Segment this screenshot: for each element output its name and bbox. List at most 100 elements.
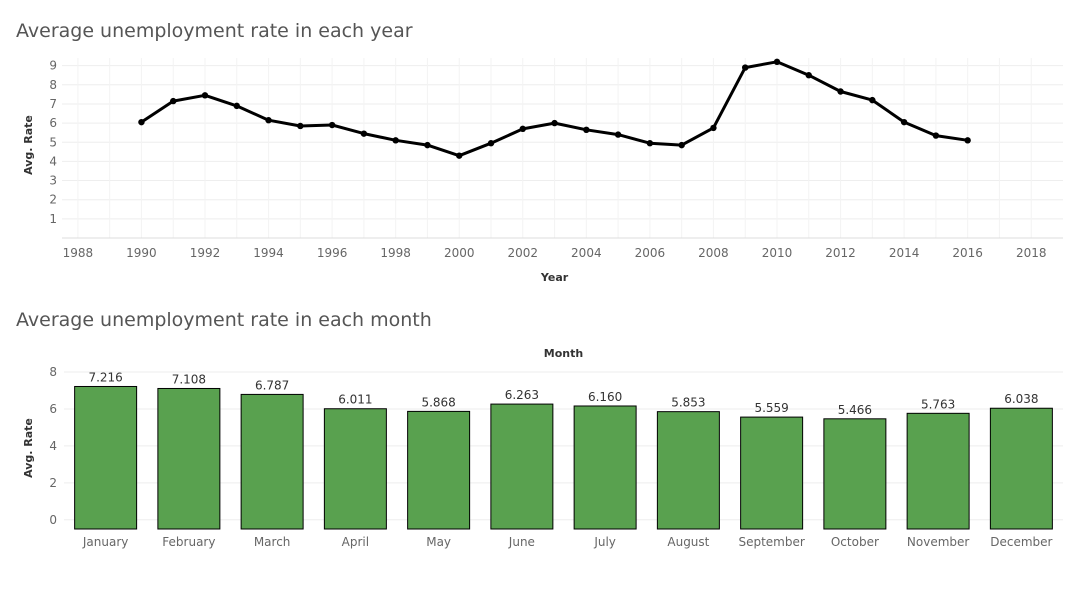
line-data-point — [170, 97, 177, 105]
bar-category-label: April — [342, 535, 369, 549]
bar-category-label: December — [990, 535, 1052, 549]
line-data-point — [519, 125, 526, 133]
bar-category-label: November — [907, 535, 969, 549]
line-data-point — [614, 131, 622, 138]
bar-november — [906, 412, 970, 530]
bar-y-tick-label: 8 — [49, 365, 57, 379]
line-data-point — [583, 126, 590, 134]
bar-december — [989, 407, 1053, 530]
bar-may — [407, 410, 471, 530]
line-x-axis-title: Year — [540, 271, 569, 284]
bar-data-label: 6.160 — [588, 390, 622, 404]
line-data-point — [201, 92, 209, 99]
bar-category-label: August — [667, 535, 709, 549]
bar-y-tick-label: 0 — [49, 513, 57, 527]
bar-data-label: 5.868 — [421, 395, 455, 409]
line-y-tick-label: 2 — [49, 193, 57, 207]
line-data-point — [424, 141, 431, 149]
bar-category-label: September — [738, 535, 804, 549]
line-x-tick-label: 2016 — [952, 246, 983, 260]
bar-august — [656, 411, 720, 530]
line-data-point — [360, 130, 368, 137]
bar-category-label: May — [426, 535, 451, 549]
line-data-point — [773, 58, 781, 66]
line-x-tick-label: 2002 — [508, 246, 539, 260]
line-data-point — [646, 140, 654, 147]
bar-july — [573, 405, 637, 530]
line-data-point — [392, 137, 399, 144]
bar-june — [490, 403, 554, 530]
bar-category-label: February — [162, 535, 215, 549]
line-x-tick-label: 2012 — [825, 246, 856, 260]
bar-category-label: July — [593, 535, 616, 549]
bar-y-tick-label: 2 — [49, 476, 57, 490]
bar-data-label: 7.216 — [88, 370, 122, 384]
bar-september — [740, 416, 804, 530]
bar-data-label: 6.263 — [505, 388, 539, 402]
line-y-tick-label: 4 — [49, 154, 57, 168]
line-x-tick-label: 1988 — [63, 246, 94, 260]
bar-february — [157, 387, 221, 530]
bar-data-label: 5.853 — [671, 396, 705, 410]
bar-data-label: 6.787 — [255, 378, 289, 392]
line-data-point — [805, 72, 812, 79]
line-data-point — [710, 124, 717, 132]
line-x-tick-label: 2010 — [762, 246, 793, 260]
line-data-point — [900, 118, 908, 126]
line-x-tick-label: 1992 — [190, 246, 221, 260]
line-y-tick-label: 1 — [49, 212, 57, 226]
line-y-tick-label: 6 — [49, 116, 57, 130]
line-y-axis-title: Avg. Rate — [22, 115, 35, 175]
line-chart-title: Average unemployment rate in each year — [16, 20, 413, 42]
line-y-tick-label: 8 — [49, 78, 57, 92]
line-y-tick-label: 7 — [49, 97, 57, 111]
bar-category-label: March — [254, 535, 291, 549]
bar-category-label: January — [82, 535, 129, 549]
monthly-bar-chart: 0 2 4 6 8 Month Avg. Rate 7.216 January 7.108 Febr… — [22, 347, 1063, 549]
bar-y-tick-label: 6 — [49, 402, 57, 416]
bar-april — [323, 408, 387, 530]
bar-category-label: June — [508, 535, 535, 549]
bar-y-tick-label: 4 — [49, 439, 57, 453]
line-x-tick-label: 1996 — [317, 246, 348, 260]
line-data-point — [233, 102, 240, 110]
bar-x-axis-title: Month — [544, 347, 583, 360]
line-data-point — [678, 141, 685, 149]
bar-march — [240, 393, 304, 530]
yearly-line-chart: 1 2 3 4 5 6 7 8 9 1988 1990 1992 1994 1996 1998 2000 200… — [22, 58, 1063, 284]
bar-data-label: 5.466 — [838, 403, 872, 417]
bar-january — [74, 385, 138, 530]
bar-y-axis-title: Avg. Rate — [22, 418, 35, 478]
line-x-tick-label: 2014 — [889, 246, 920, 260]
line-y-tick-label: 5 — [49, 135, 57, 149]
line-data-point — [932, 132, 940, 139]
line-x-tick-label: 1990 — [126, 246, 157, 260]
line-data-point — [456, 152, 463, 159]
bar-data-label: 6.038 — [1004, 392, 1038, 406]
line-data-point — [328, 121, 336, 129]
line-x-tick-label: 2008 — [698, 246, 729, 260]
line-data-point — [742, 64, 749, 71]
line-data-point — [297, 122, 304, 130]
bar-data-label: 7.108 — [172, 372, 206, 386]
line-data-point — [487, 140, 495, 147]
bar-data-label: 6.011 — [338, 393, 372, 407]
line-x-tick-label: 2004 — [571, 246, 602, 260]
bar-october — [823, 418, 887, 530]
line-data-point — [551, 119, 558, 127]
line-y-tick-label: 3 — [49, 174, 57, 188]
line-data-point — [869, 96, 876, 104]
line-x-tick-label: 1994 — [253, 246, 284, 260]
line-y-tick-label: 9 — [49, 59, 57, 73]
line-x-tick-label: 1998 — [380, 246, 411, 260]
line-x-tick-label: 2018 — [1016, 246, 1047, 260]
line-x-tick-label: 2006 — [635, 246, 666, 260]
bar-category-label: October — [831, 535, 879, 549]
bar-data-label: 5.763 — [921, 397, 955, 411]
line-x-tick-label: 2000 — [444, 246, 475, 260]
line-data-point — [964, 137, 971, 144]
bar-data-label: 5.559 — [754, 401, 788, 415]
line-data-point — [265, 117, 272, 124]
bar-chart-title: Average unemployment rate in each month — [16, 309, 432, 331]
